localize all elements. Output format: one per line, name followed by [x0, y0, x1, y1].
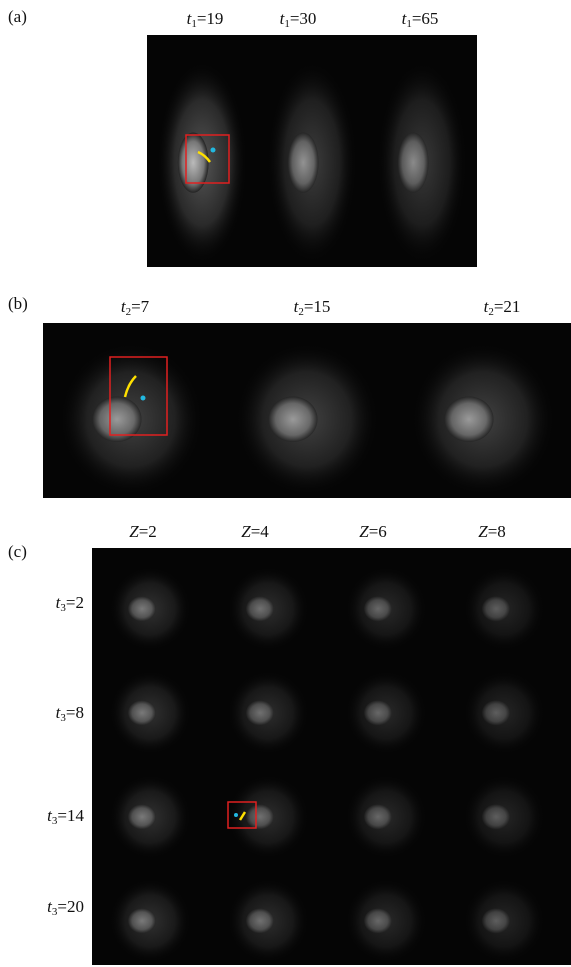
figure: (a) t1=19 t1=30 t1=65 (b) t2=7 t2=15 t2=21 (c) Z=…: [0, 0, 571, 967]
label-value: =19: [197, 9, 224, 28]
heart: [364, 804, 392, 829]
heart: [482, 804, 510, 829]
heart: [444, 397, 493, 443]
heart: [268, 397, 317, 443]
mri-frames: [57, 58, 557, 964]
label: t2=21: [484, 297, 521, 318]
label: Z=4: [241, 522, 269, 541]
heart: [364, 596, 392, 621]
label: t3=2: [56, 593, 84, 614]
label-value: =15: [304, 297, 331, 316]
label: Z=2: [129, 522, 157, 541]
marker: [211, 148, 216, 153]
label: t3=14: [47, 806, 84, 827]
label-value: =20: [57, 897, 84, 916]
label: t2=7: [121, 297, 150, 318]
heart: [482, 908, 510, 933]
label-value: =2: [66, 593, 84, 612]
heart: [128, 804, 156, 829]
label-value: =8: [66, 703, 84, 722]
label: t1=65: [402, 9, 439, 30]
label-value: =65: [412, 9, 439, 28]
label-value: =8: [488, 522, 506, 541]
heart: [128, 596, 156, 621]
heart: [398, 132, 429, 192]
heart: [288, 132, 319, 192]
label-value: =14: [57, 806, 84, 825]
heart: [246, 908, 274, 933]
label: t3=20: [47, 897, 84, 918]
label-value: =6: [369, 522, 387, 541]
label: t1=30: [280, 9, 317, 30]
heart: [364, 700, 392, 725]
label-value: =30: [290, 9, 317, 28]
label: t2=15: [294, 297, 331, 318]
label: Z=8: [478, 522, 506, 541]
heart: [128, 700, 156, 725]
heart: [246, 596, 274, 621]
heart: [246, 804, 274, 829]
heart: [246, 700, 274, 725]
label: t1=19: [187, 9, 224, 30]
heart: [364, 908, 392, 933]
label-value: =7: [131, 297, 150, 316]
panel-label: (c): [8, 542, 27, 561]
panel-label: (a): [8, 7, 27, 26]
label-value: =4: [251, 522, 270, 541]
panel-label: (b): [8, 294, 28, 313]
label-value: =21: [494, 297, 521, 316]
label: t3=8: [56, 703, 84, 724]
heart: [482, 596, 510, 621]
label: Z=6: [359, 522, 387, 541]
marker: [141, 396, 146, 401]
marker: [234, 813, 238, 817]
heart: [482, 700, 510, 725]
label-value: =2: [139, 522, 157, 541]
heart: [128, 908, 156, 933]
